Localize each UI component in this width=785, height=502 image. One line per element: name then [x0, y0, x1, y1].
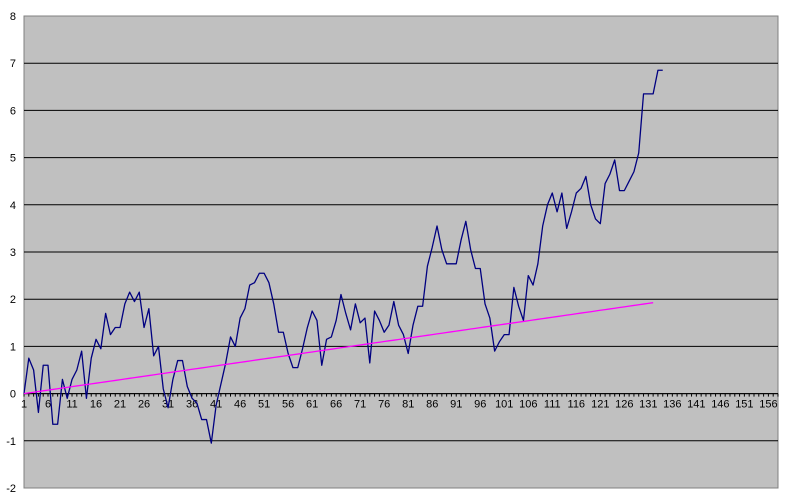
x-tick-label: 126	[615, 399, 633, 411]
x-tick-label: 1	[21, 399, 27, 411]
x-tick-label: 56	[282, 399, 294, 411]
y-tick-label: 4	[10, 200, 16, 212]
y-tick-label: -1	[6, 436, 16, 448]
x-tick-label: 71	[354, 399, 366, 411]
x-tick-label: 146	[711, 399, 729, 411]
x-tick-label: 151	[735, 399, 753, 411]
x-tick-label: 141	[687, 399, 705, 411]
y-tick-label: -2	[6, 483, 16, 495]
x-tick-label: 116	[568, 399, 586, 411]
x-tick-label: 156	[759, 399, 777, 411]
x-tick-label: 121	[591, 399, 609, 411]
y-tick-label: 3	[10, 247, 16, 259]
x-tick-label: 11	[66, 399, 77, 411]
x-tick-label: 96	[474, 399, 486, 411]
x-tick-label: 76	[378, 399, 390, 411]
y-tick-label: 7	[10, 58, 16, 70]
x-axis	[23, 393, 779, 397]
x-tick-label: 111	[544, 399, 561, 411]
x-tick-label: 86	[426, 399, 438, 411]
x-tick-label: 21	[114, 399, 126, 411]
x-axis-tick-labels: 1 6 11 16 21 26 31 36 41 46 51 56 61 66 71 76 81 86 91 96 10…	[21, 399, 778, 411]
y-axis-tick-labels: -2 -1 0 1 2 3 4 5 6 7 8	[6, 11, 16, 495]
y-tick-label: 8	[10, 11, 16, 23]
y-tick-label: 5	[10, 153, 16, 165]
x-tick-label: 106	[519, 399, 537, 411]
series-line-1	[23, 69, 663, 444]
x-tick-label: 101	[495, 399, 513, 411]
x-tick-label: 46	[234, 399, 246, 411]
x-tick-label: 91	[450, 399, 462, 411]
x-tick-label: 16	[90, 399, 102, 411]
x-tick-label: 61	[306, 399, 318, 411]
series-line-2	[23, 302, 654, 395]
y-tick-label: 1	[10, 341, 16, 353]
y-tick-label: 0	[10, 389, 16, 401]
series-lines	[23, 69, 663, 444]
x-tick-label: 81	[402, 399, 414, 411]
x-tick-label: 26	[138, 399, 150, 411]
x-tick-label: 136	[663, 399, 681, 411]
y-tick-label: 2	[10, 294, 16, 306]
x-tick-label: 131	[639, 399, 657, 411]
x-tick-label: 36	[186, 399, 198, 411]
x-tick-label: 51	[258, 399, 270, 411]
x-tick-label: 66	[330, 399, 342, 411]
x-tick-label: 6	[45, 399, 51, 411]
y-tick-label: 6	[10, 105, 16, 117]
